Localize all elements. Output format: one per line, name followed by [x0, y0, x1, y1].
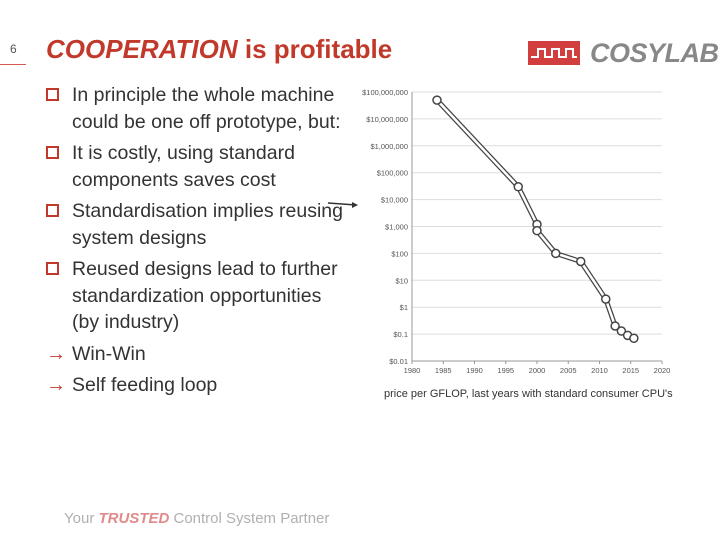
y-tick-label: $1,000,000 — [370, 142, 408, 151]
data-point — [532, 225, 542, 236]
y-tick-label: $0.1 — [393, 330, 408, 339]
slide-title-emphasis: COOPERATION — [46, 34, 238, 64]
data-point — [610, 321, 620, 331]
bullet-item: Reused designs lead to further standardi… — [46, 256, 346, 336]
footer-trusted: TRUSTED — [98, 510, 170, 527]
square-bullet-icon — [46, 204, 59, 217]
price-chart: $100,000,000 $10,000,000 $1,000,000 $100,00… — [362, 88, 671, 375]
data-point — [551, 248, 561, 259]
bullet-item: → Win-Win — [46, 340, 346, 367]
y-tick-label: $100,000,000 — [362, 88, 408, 97]
square-bullet-icon — [46, 88, 59, 101]
bullet-text: It is costly, using standard components … — [72, 142, 295, 191]
cosylab-logo: COSYLAB — [528, 38, 719, 68]
slide-number: 6 — [10, 42, 17, 56]
data-point — [513, 182, 523, 192]
data-point — [629, 333, 639, 344]
data-point — [616, 326, 627, 336]
data-point — [432, 95, 442, 105]
arrow-bullet-icon: → — [46, 340, 66, 367]
y-tick-label: $10 — [395, 276, 408, 285]
bullet-item: Standardisation implies reusing system d… — [46, 198, 346, 251]
bullet-text: Reused designs lead to further standardi… — [72, 258, 338, 333]
x-tick-label: 1990 — [466, 366, 483, 375]
footer-prefix: Your — [64, 510, 99, 527]
y-tick-label: $100,000 — [377, 169, 408, 178]
x-tick-label: 2020 — [654, 366, 671, 375]
slide-number-rule — [0, 64, 26, 65]
logo-text: COSYLAB — [590, 37, 719, 68]
x-tick-label: 2015 — [622, 366, 639, 375]
slide-title: COOPERATION is profitable — [46, 34, 392, 65]
y-tick-label: $1,000 — [385, 223, 408, 232]
x-tick-label: 2010 — [591, 366, 608, 375]
bullet-text: Standardisation implies reusing system d… — [72, 200, 343, 249]
square-bullet-icon — [46, 262, 59, 275]
data-point — [576, 256, 586, 267]
bullet-list: In principle the whole machine could be … — [46, 82, 346, 404]
logo-pulse-icon — [528, 41, 580, 65]
x-tick-label: 2005 — [560, 366, 577, 375]
x-tick-label: 1995 — [497, 366, 514, 375]
x-tick-label: 1985 — [435, 366, 452, 375]
bullet-item: → Self feeding loop — [46, 372, 346, 399]
data-point — [601, 294, 611, 304]
bullet-text: In principle the whole machine could be … — [72, 84, 341, 133]
y-tick-label: $10,000 — [381, 196, 408, 205]
bullet-text: Self feeding loop — [72, 374, 218, 396]
arrow-bullet-icon: → — [46, 372, 66, 399]
bullet-item: In principle the whole machine could be … — [46, 82, 346, 135]
bullet-item: It is costly, using standard components … — [46, 140, 346, 193]
y-tick-label: $0.01 — [389, 357, 408, 366]
x-tick-label: 2000 — [529, 366, 546, 375]
footer-tagline: Your TRUSTED Control System Partner — [64, 510, 329, 527]
bullet-text: Win-Win — [72, 342, 146, 365]
y-tick-label: $10,000,000 — [366, 115, 408, 124]
y-tick-label: $1 — [400, 303, 408, 312]
footer-suffix: Control System Partner — [169, 510, 330, 527]
y-tick-label: $100 — [391, 249, 408, 258]
x-tick-label: 1980 — [404, 366, 421, 375]
chart-caption: price per GFLOP, last years with standar… — [384, 388, 673, 400]
slide-title-rest: is profitable — [237, 34, 393, 64]
square-bullet-icon — [46, 146, 59, 159]
